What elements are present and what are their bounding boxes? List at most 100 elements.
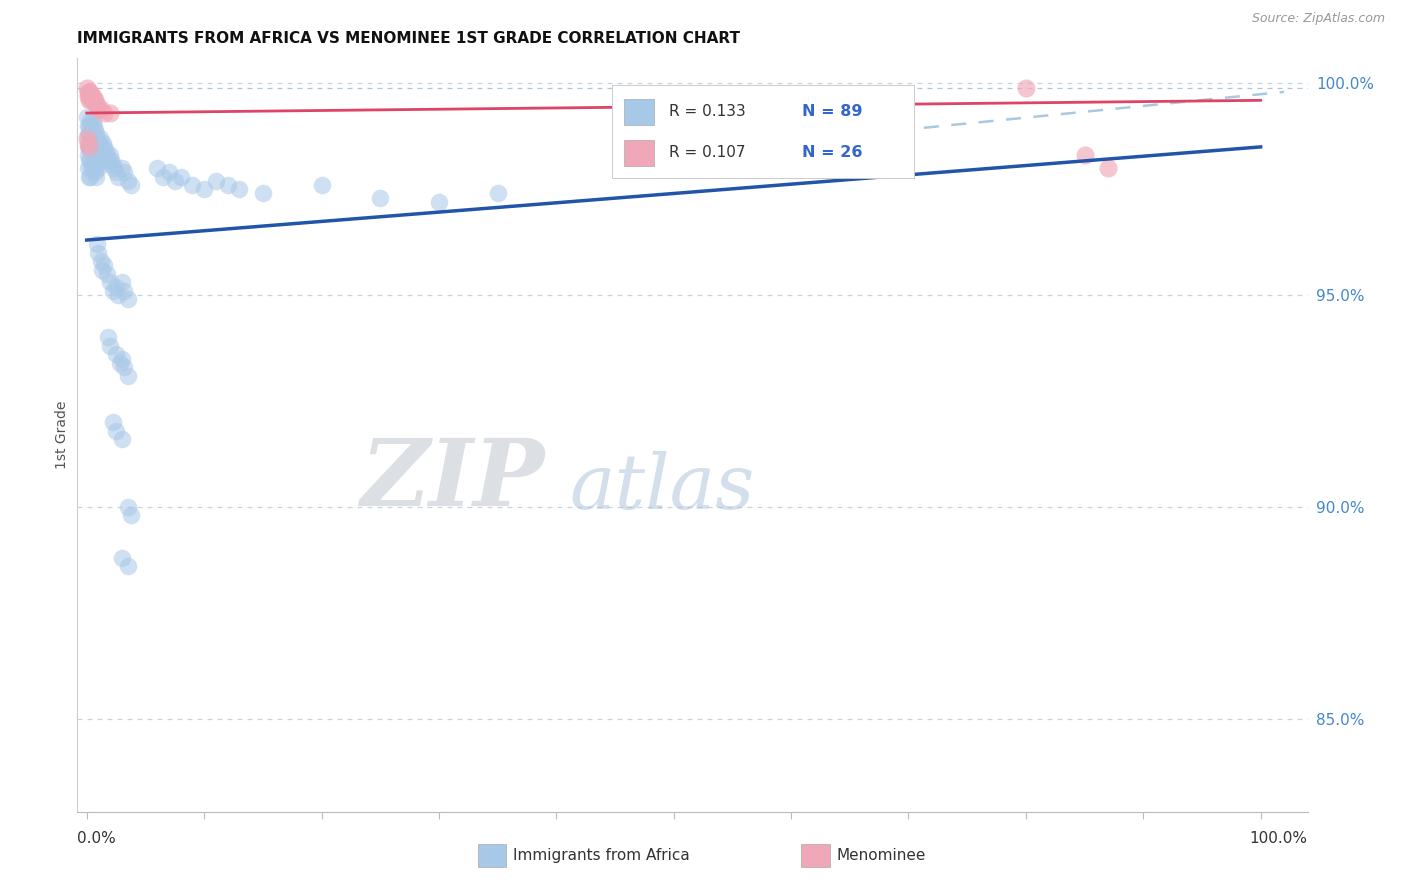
- Point: [169, 169, 191, 184]
- Point: [94, 144, 117, 158]
- Point: [84, 140, 107, 154]
- Point: [101, 415, 124, 429]
- Point: [146, 161, 169, 175]
- Point: [111, 550, 134, 565]
- Point: [112, 284, 135, 298]
- Point: [1073, 148, 1095, 162]
- Point: [77, 127, 100, 141]
- Point: [117, 174, 139, 188]
- Point: [107, 288, 129, 302]
- Point: [93, 140, 115, 154]
- Point: [79, 114, 101, 128]
- Point: [80, 89, 103, 103]
- Point: [79, 153, 101, 167]
- Point: [117, 500, 139, 514]
- Point: [96, 148, 118, 162]
- Point: [90, 102, 112, 116]
- Point: [77, 85, 100, 99]
- Point: [77, 161, 100, 175]
- Point: [105, 279, 128, 293]
- Point: [217, 178, 239, 192]
- Point: [98, 148, 121, 162]
- Point: [80, 93, 103, 107]
- Point: [98, 339, 121, 353]
- Point: [86, 144, 108, 158]
- Point: [82, 140, 104, 154]
- Point: [86, 131, 108, 145]
- Point: [368, 191, 391, 205]
- Point: [120, 508, 142, 523]
- Point: [84, 153, 107, 167]
- Point: [105, 347, 128, 361]
- Point: [89, 131, 111, 145]
- Point: [252, 186, 274, 201]
- Point: [163, 174, 186, 188]
- Point: [100, 153, 122, 167]
- Point: [77, 169, 100, 184]
- Point: [77, 89, 100, 103]
- Point: [80, 161, 103, 175]
- Text: IMMIGRANTS FROM AFRICA VS MENOMINEE 1ST GRADE CORRELATION CHART: IMMIGRANTS FROM AFRICA VS MENOMINEE 1ST …: [77, 31, 741, 46]
- Text: Menominee: Menominee: [837, 848, 927, 863]
- Point: [86, 237, 108, 252]
- Point: [427, 194, 450, 209]
- Point: [84, 165, 107, 179]
- Point: [152, 169, 174, 184]
- Point: [77, 148, 100, 162]
- Point: [97, 330, 120, 344]
- Point: [79, 127, 101, 141]
- Point: [93, 259, 115, 273]
- Point: [111, 276, 134, 290]
- Text: N = 26: N = 26: [801, 145, 862, 161]
- Point: [98, 106, 121, 120]
- Point: [77, 85, 100, 99]
- Point: [101, 284, 124, 298]
- Point: [80, 119, 103, 133]
- Point: [77, 136, 100, 150]
- Point: [838, 136, 860, 150]
- Point: [84, 127, 107, 141]
- Point: [157, 165, 180, 179]
- Text: Immigrants from Africa: Immigrants from Africa: [513, 848, 690, 863]
- Point: [111, 351, 134, 366]
- Point: [87, 161, 110, 175]
- Point: [93, 106, 115, 120]
- Y-axis label: 1st Grade: 1st Grade: [55, 401, 69, 469]
- Point: [79, 169, 101, 184]
- Text: Source: ZipAtlas.com: Source: ZipAtlas.com: [1251, 12, 1385, 25]
- Point: [83, 131, 105, 145]
- Point: [105, 165, 128, 179]
- Point: [82, 127, 104, 141]
- Point: [77, 153, 100, 167]
- Point: [82, 93, 104, 107]
- Point: [228, 182, 250, 196]
- Text: R = 0.107: R = 0.107: [669, 145, 745, 161]
- Point: [82, 89, 104, 103]
- Point: [87, 148, 110, 162]
- Text: R = 0.133: R = 0.133: [669, 104, 745, 119]
- Point: [91, 153, 114, 167]
- Point: [91, 144, 114, 158]
- Point: [101, 157, 124, 171]
- Point: [108, 356, 131, 370]
- Point: [84, 123, 107, 137]
- Point: [76, 131, 98, 145]
- Point: [89, 144, 111, 158]
- Point: [77, 140, 100, 154]
- Point: [84, 136, 107, 150]
- Point: [120, 178, 142, 192]
- Point: [80, 131, 103, 145]
- Point: [721, 140, 744, 154]
- Point: [79, 85, 101, 99]
- Point: [84, 148, 107, 162]
- Point: [91, 148, 114, 162]
- Text: 100.0%: 100.0%: [1250, 831, 1308, 846]
- Text: 0.0%: 0.0%: [77, 831, 117, 846]
- Point: [84, 93, 107, 107]
- Point: [80, 144, 103, 158]
- Text: N = 89: N = 89: [801, 104, 862, 119]
- Point: [780, 144, 803, 158]
- Point: [84, 97, 107, 112]
- Point: [77, 140, 100, 154]
- Point: [205, 174, 228, 188]
